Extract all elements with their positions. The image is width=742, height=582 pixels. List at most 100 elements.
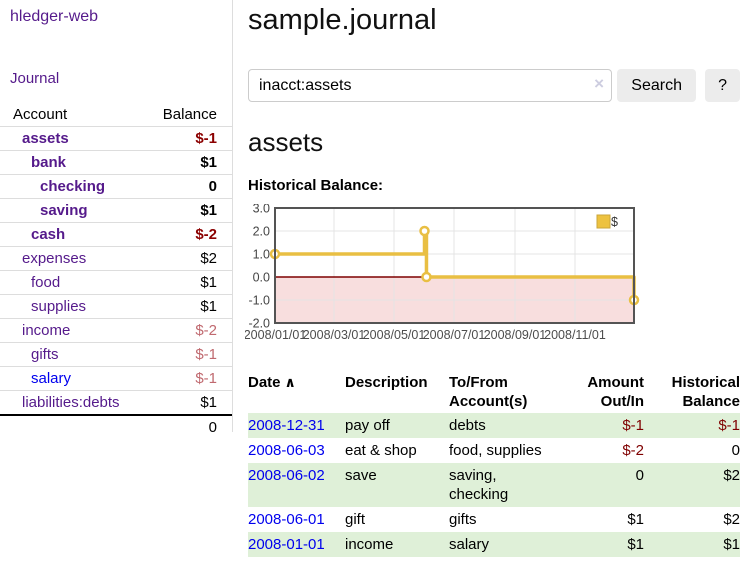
sort-ascending-icon: ∧ — [284, 374, 296, 390]
account-link[interactable]: gifts — [31, 346, 59, 363]
transaction-description: gift — [345, 511, 366, 528]
column-header-historical-balance[interactable]: Historical Balance — [671, 374, 740, 410]
column-header-description[interactable]: Description — [345, 374, 428, 391]
account-link[interactable]: assets — [22, 130, 69, 147]
transaction-description: income — [345, 532, 449, 557]
svg-text:3.0: 3.0 — [253, 204, 270, 216]
transaction-accounts: salary — [449, 532, 555, 557]
account-row: expenses $2 — [0, 246, 232, 271]
search-button[interactable]: Search — [617, 69, 697, 102]
transaction-date-link[interactable]: 2008-01-01 — [248, 536, 325, 553]
transaction-date-link[interactable]: 2008-12-31 — [248, 417, 325, 434]
historical-balance-chart: $3.0 2.0 1.0 0.0 -1.0 -2.02008/01/012008/03/0… — [244, 202, 640, 342]
transaction-description: pay off — [345, 413, 449, 438]
column-header-to-from-account-s-[interactable]: To/From Account(s) — [449, 374, 528, 410]
account-link[interactable]: income — [22, 322, 71, 339]
transaction-amount: $-1 — [555, 413, 644, 438]
transaction-row: 2008-01-01 income salary $1 $1 — [248, 532, 740, 557]
sidebar-item-journal[interactable]: Journal — [10, 70, 60, 87]
svg-text:2008/05/01: 2008/05/01 — [363, 328, 426, 342]
account-row: income $-2 — [0, 318, 232, 343]
svg-text:2.0: 2.0 — [253, 225, 270, 239]
main-content: sample.journal × Search ? assets Histori… — [244, 0, 740, 557]
account-link[interactable]: bank — [31, 154, 67, 171]
transaction-description: save — [345, 463, 449, 507]
transaction-row: 2008-06-01 gift gifts $1 $2 — [248, 507, 740, 532]
transaction-balance: $-1 — [644, 413, 740, 438]
svg-text:2008/09/01: 2008/09/01 — [484, 328, 547, 342]
account-row: assets $-1 — [0, 126, 232, 151]
transaction-amount: 0 — [555, 463, 644, 507]
svg-text:-2.0: -2.0 — [248, 317, 270, 331]
column-header-amount-out-in[interactable]: Amount Out/In — [587, 374, 644, 410]
account-row: bank $1 — [0, 150, 232, 175]
account-link[interactable]: cash — [31, 226, 66, 243]
account-link[interactable]: supplies — [31, 298, 87, 315]
transaction-date: 2008-12-31 — [248, 413, 345, 438]
svg-text:-1.0: -1.0 — [248, 294, 270, 308]
account-link[interactable]: salary — [31, 370, 72, 387]
account-row: supplies $1 — [0, 294, 232, 319]
account-link[interactable]: liabilities:debts — [22, 394, 120, 411]
accounts-header-account: Account — [13, 106, 68, 123]
transaction-balance: $1 — [644, 532, 740, 557]
account-row: salary $-1 — [0, 366, 232, 391]
account-balance: $-1 — [146, 126, 232, 151]
transaction-amount: $1 — [627, 511, 644, 528]
transaction-accounts: debts — [449, 413, 555, 438]
svg-text:2008/07/01: 2008/07/01 — [423, 328, 486, 342]
account-link[interactable]: food — [31, 274, 61, 291]
svg-text:2008/11/01: 2008/11/01 — [544, 328, 606, 342]
transaction-balance: $2 — [723, 511, 740, 528]
column-header-date[interactable]: Date ∧ — [248, 374, 296, 391]
account-balance: $1 — [146, 390, 232, 415]
transaction-date: 2008-06-01 — [248, 507, 345, 532]
chart-title: Historical Balance: — [248, 177, 384, 194]
accounts-total-row: 0 — [0, 414, 232, 439]
accounts-header-balance: Balance — [162, 106, 217, 123]
account-row: food $1 — [0, 270, 232, 295]
transaction-balance: $2 — [644, 463, 740, 507]
account-balance: 0 — [146, 174, 232, 199]
transaction-row: 2008-12-31 pay off debts $-1 $-1 — [248, 413, 740, 438]
transaction-accounts: food, supplies — [449, 442, 542, 459]
search-input[interactable] — [248, 69, 612, 102]
account-row: saving $1 — [0, 198, 232, 223]
app-brand-link[interactable]: hledger-web — [10, 8, 99, 25]
account-row: gifts $-1 — [0, 342, 232, 367]
accounts-total-value: 0 — [146, 414, 232, 439]
account-link[interactable]: checking — [40, 178, 106, 195]
transaction-date-link[interactable]: 2008-06-03 — [248, 442, 325, 459]
svg-text:2008/01/01: 2008/01/01 — [245, 328, 306, 342]
account-balance: $1 — [146, 294, 232, 319]
help-button[interactable]: ? — [705, 69, 740, 102]
accounts-table: Account Balance assets $-1 bank $1 checking 0… — [0, 103, 232, 439]
transaction-row: 2008-06-03 eat & shop food, supplies $-2 0 — [248, 438, 740, 463]
account-title: assets — [248, 127, 324, 157]
transaction-date: 2008-01-01 — [248, 532, 345, 557]
account-balance: $-1 — [146, 342, 232, 367]
transaction-accounts: saving, checking — [449, 463, 555, 507]
account-row: cash $-2 — [0, 222, 232, 247]
clear-search-icon[interactable]: × — [594, 74, 604, 93]
transaction-amount: $-2 — [622, 442, 644, 459]
svg-text:0.0: 0.0 — [253, 271, 270, 285]
transaction-date: 2008-06-02 — [248, 463, 345, 507]
transaction-description: eat & shop — [345, 442, 417, 459]
account-link[interactable]: expenses — [22, 250, 87, 267]
account-balance: $1 — [146, 150, 232, 175]
account-row: liabilities:debts $1 — [0, 390, 232, 415]
svg-text:2008/03/01: 2008/03/01 — [303, 328, 366, 342]
transaction-amount: $1 — [555, 532, 644, 557]
transaction-date-link[interactable]: 2008-06-02 — [248, 467, 325, 484]
account-balance: $-2 — [146, 318, 232, 343]
transaction-row: 2008-06-02 save saving, checking 0 $2 — [248, 463, 740, 507]
account-balance: $-1 — [146, 366, 232, 391]
account-row: checking 0 — [0, 174, 232, 199]
transaction-date-link[interactable]: 2008-06-01 — [248, 511, 325, 528]
account-balance: $2 — [146, 246, 232, 271]
account-link[interactable]: saving — [40, 202, 88, 219]
account-balance: $1 — [146, 198, 232, 223]
transactions-table: Date ∧ Description To/From Account(s) Amount… — [248, 371, 740, 557]
chart-box: $3.0 2.0 1.0 0.0 -1.0 -2.0 2008/01/01 2008/03/0… — [244, 202, 740, 349]
